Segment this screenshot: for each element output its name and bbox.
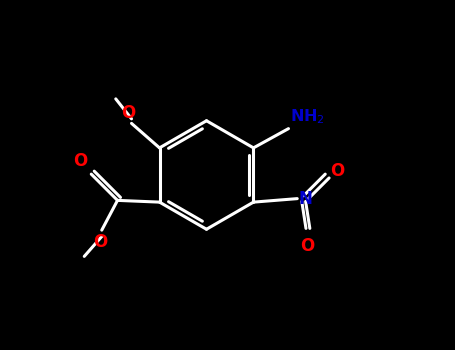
Text: NH$_2$: NH$_2$ [290, 107, 325, 126]
Text: O: O [330, 162, 344, 180]
Text: O: O [74, 152, 88, 170]
Text: N: N [298, 190, 313, 208]
Text: O: O [300, 237, 314, 255]
Text: O: O [121, 104, 136, 122]
Text: O: O [93, 233, 107, 251]
